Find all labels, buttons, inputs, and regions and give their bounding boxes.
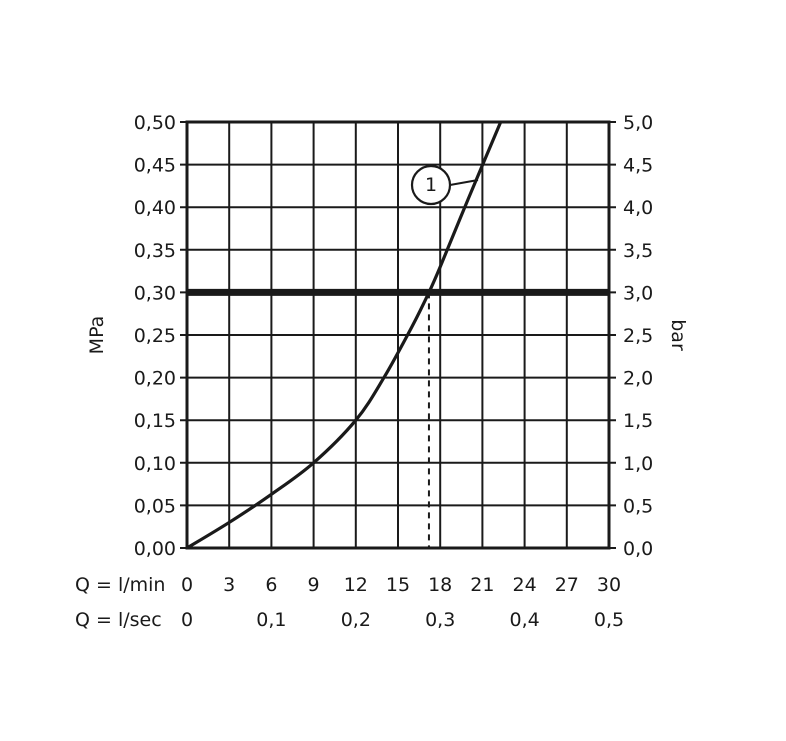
y-tick-label-left: 0,40: [134, 197, 176, 219]
y-tick-label-left: 0,05: [134, 495, 176, 517]
y-tick-label-left: 0,10: [134, 453, 176, 475]
y-tick-label-right: 3,5: [623, 240, 653, 262]
y-tick-label-right: 0,5: [623, 495, 653, 517]
x-axis-row-label-lmin: Q = l/min: [75, 574, 165, 596]
x-tick-label-lmin: 27: [555, 574, 579, 596]
y-tick-label-right: 1,5: [623, 410, 653, 432]
y-tick-label-right: 4,0: [623, 197, 653, 219]
series-callout-1: 1: [410, 164, 479, 206]
x-tick-label-lsec: 0: [181, 609, 193, 631]
y-tick-label-left: 0,35: [134, 240, 176, 262]
y-tick-label-left: 0,15: [134, 410, 176, 432]
x-tick-label-lmin: 30: [597, 574, 621, 596]
callout-circle: [410, 164, 452, 206]
x-tick-label-lmin: 15: [386, 574, 410, 596]
x-tick-label-lmin: 0: [181, 574, 193, 596]
callout-label: 1: [425, 174, 437, 196]
x-tick-label-lmin: 6: [265, 574, 277, 596]
callout-leader: [449, 179, 479, 186]
x-tick-label-lsec: 0,1: [256, 609, 286, 631]
series-line-1: [186, 121, 503, 550]
y-tick-label-left: 0,20: [134, 368, 176, 390]
y-tick-label-left: 0,25: [134, 325, 176, 347]
y-tick-label-right: 2,0: [623, 368, 653, 390]
x-tick-label-lsec: 0,2: [341, 609, 371, 631]
x-tick-label-lsec: 0,3: [425, 609, 455, 631]
grid-lines: [180, 121, 616, 549]
y-tick-label-right: 2,5: [623, 325, 653, 347]
x-tick-label-lmin: 3: [223, 574, 235, 596]
plot-frame: [185, 120, 611, 550]
y-axis-title-right: bar: [667, 319, 689, 351]
x-axis-row-label-lsec: Q = l/sec: [75, 609, 162, 631]
y-tick-label-right: 4,5: [623, 155, 653, 177]
x-tick-label-lsec: 0,4: [509, 609, 539, 631]
y-tick-label-left: 0,50: [134, 112, 176, 134]
y-axis-title-left: MPa: [86, 316, 108, 355]
tick-labels: 0,000,050,100,150,200,250,300,350,400,45…: [134, 112, 654, 631]
y-tick-label-right: 3,0: [623, 282, 653, 304]
y-tick-label-left: 0,30: [134, 282, 176, 304]
y-tick-label-left: 0,45: [134, 155, 176, 177]
y-tick-label-right: 1,0: [623, 453, 653, 475]
x-tick-label-lmin: 9: [308, 574, 320, 596]
x-tick-label-lsec: 0,5: [594, 609, 624, 631]
x-tick-label-lmin: 12: [344, 574, 368, 596]
y-tick-label-right: 5,0: [623, 112, 653, 134]
x-tick-label-lmin: 24: [513, 574, 537, 596]
x-tick-label-lmin: 21: [470, 574, 494, 596]
y-tick-label-left: 0,00: [134, 538, 176, 560]
y-tick-label-right: 0,0: [623, 538, 653, 560]
x-tick-label-lmin: 18: [428, 574, 452, 596]
